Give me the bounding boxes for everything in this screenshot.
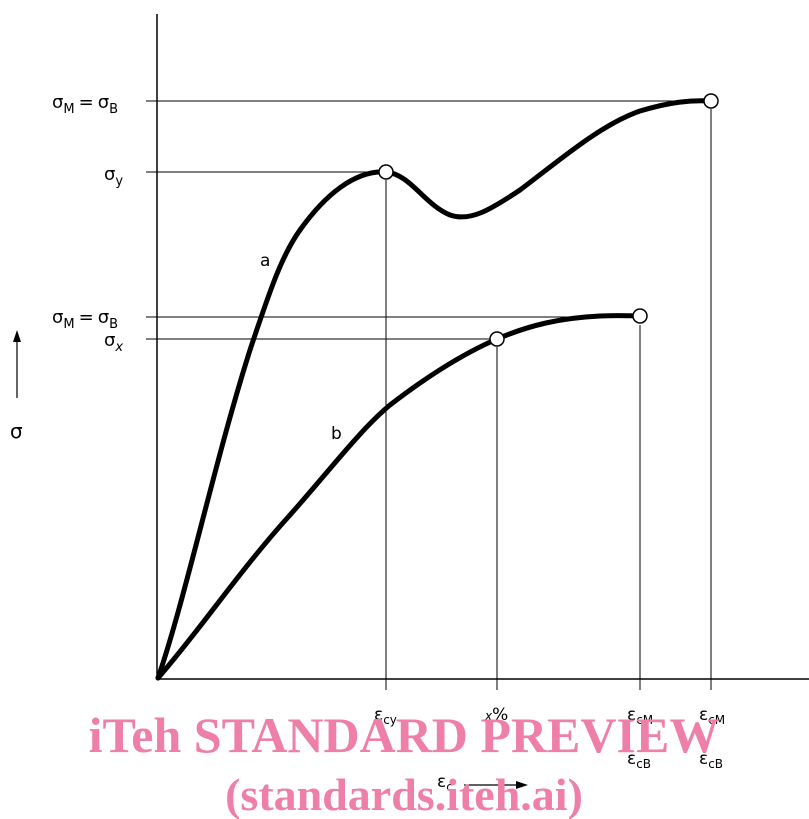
- label-sigma-x: σx: [104, 330, 123, 355]
- curve-b-max-marker: [632, 308, 648, 324]
- watermark-line1: iTeh STANDARD PREVIEW: [89, 707, 720, 763]
- y-axis-title: σ: [10, 419, 23, 443]
- label-lower-max: σM = σB: [52, 307, 118, 332]
- curve-b: [155, 313, 643, 681]
- curve-b-label: b: [331, 424, 342, 444]
- curve-a-max-marker: [703, 93, 719, 109]
- label-eps-cy: εcy: [374, 705, 397, 727]
- label-yield: σy: [104, 164, 123, 189]
- label-b-eps-cb: εcB: [627, 749, 651, 771]
- label-xpct: x%: [484, 705, 508, 725]
- yield-point-marker: [378, 164, 394, 180]
- label-a-eps-cb: εcB: [699, 749, 723, 771]
- sigma-x-marker: [489, 331, 505, 347]
- curve-a: [155, 98, 714, 681]
- y-axis-arrowhead: [13, 330, 21, 342]
- label-upper-max: σM = σB: [52, 92, 118, 117]
- watermark-line2: (standards.iteh.ai): [225, 769, 583, 819]
- x-axis-title: εc: [437, 772, 453, 794]
- label-a-eps-cm: εcM: [699, 705, 725, 727]
- x-axis-arrowhead: [516, 781, 528, 789]
- label-b-eps-cm: εcM: [627, 705, 653, 727]
- curve-a-label: a: [260, 251, 270, 271]
